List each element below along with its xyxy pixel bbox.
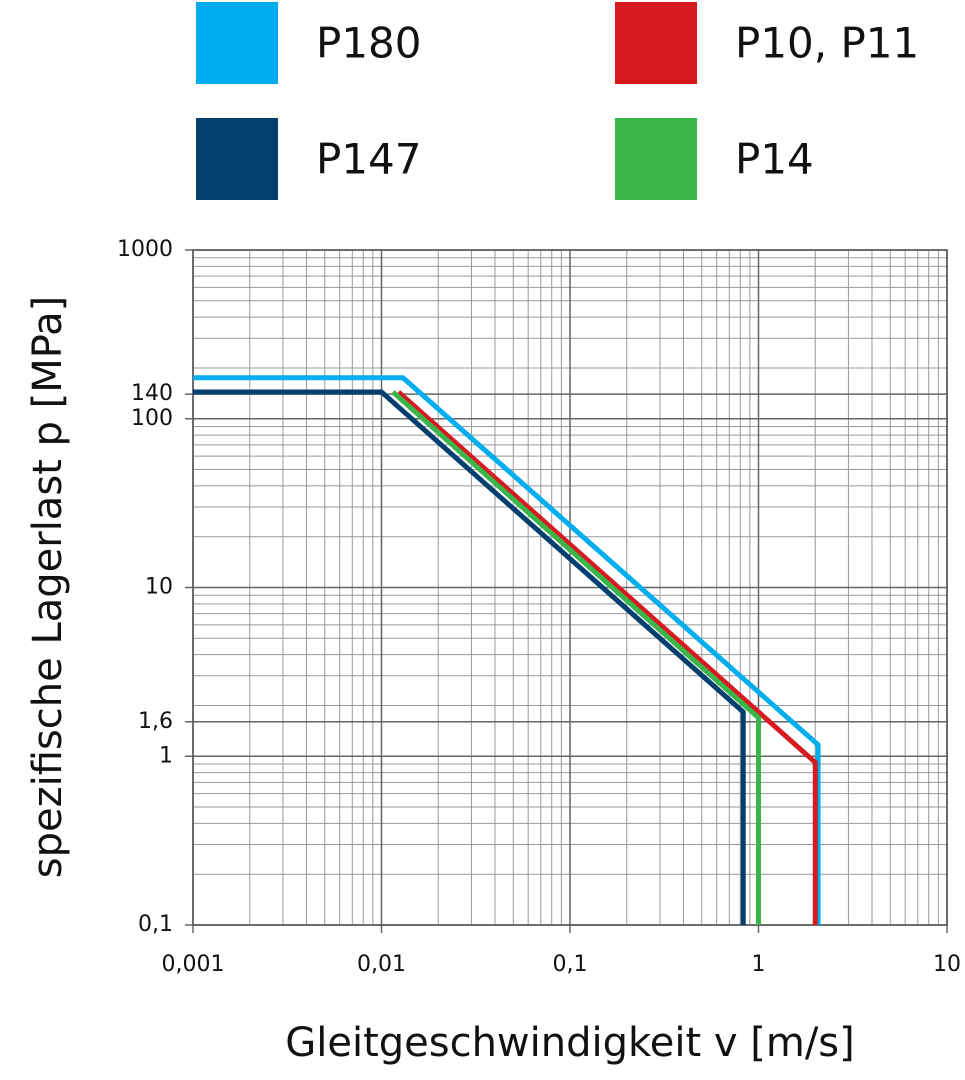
x-tick-label: 0,01 <box>357 952 406 977</box>
y-tick-label: 10 <box>145 575 173 600</box>
legend-label: P147 <box>316 135 422 184</box>
y-tick-label: 100 <box>131 406 173 431</box>
x-axis-label: Gleitgeschwindigkeit v [m/s] <box>285 1020 855 1066</box>
legend-swatch <box>196 118 278 200</box>
y-tick-label: 0,1 <box>138 912 173 937</box>
y-tick-label: 140 <box>131 381 173 406</box>
y-tick-label: 1000 <box>117 237 173 262</box>
x-tick-label: 0,001 <box>162 952 225 977</box>
legend-label: P14 <box>735 135 814 184</box>
line <box>193 375 821 925</box>
line <box>193 389 746 925</box>
x-tick-label: 10 <box>933 952 961 977</box>
legend-label: P180 <box>316 19 422 68</box>
legend-swatch <box>615 2 697 84</box>
y-tick-label: 1 <box>159 743 173 768</box>
legend-swatch <box>615 118 697 200</box>
legend-label: P10, P11 <box>735 19 919 68</box>
x-tick-label: 1 <box>752 952 766 977</box>
line <box>391 390 761 925</box>
line <box>396 390 818 925</box>
legend-swatch <box>196 2 278 84</box>
x-tick-label: 0,1 <box>553 952 588 977</box>
y-tick-label: 1,6 <box>138 709 173 734</box>
plot-frame <box>192 249 948 926</box>
y-axis-label: spezifische Lagerlast p [MPa] <box>25 296 71 878</box>
